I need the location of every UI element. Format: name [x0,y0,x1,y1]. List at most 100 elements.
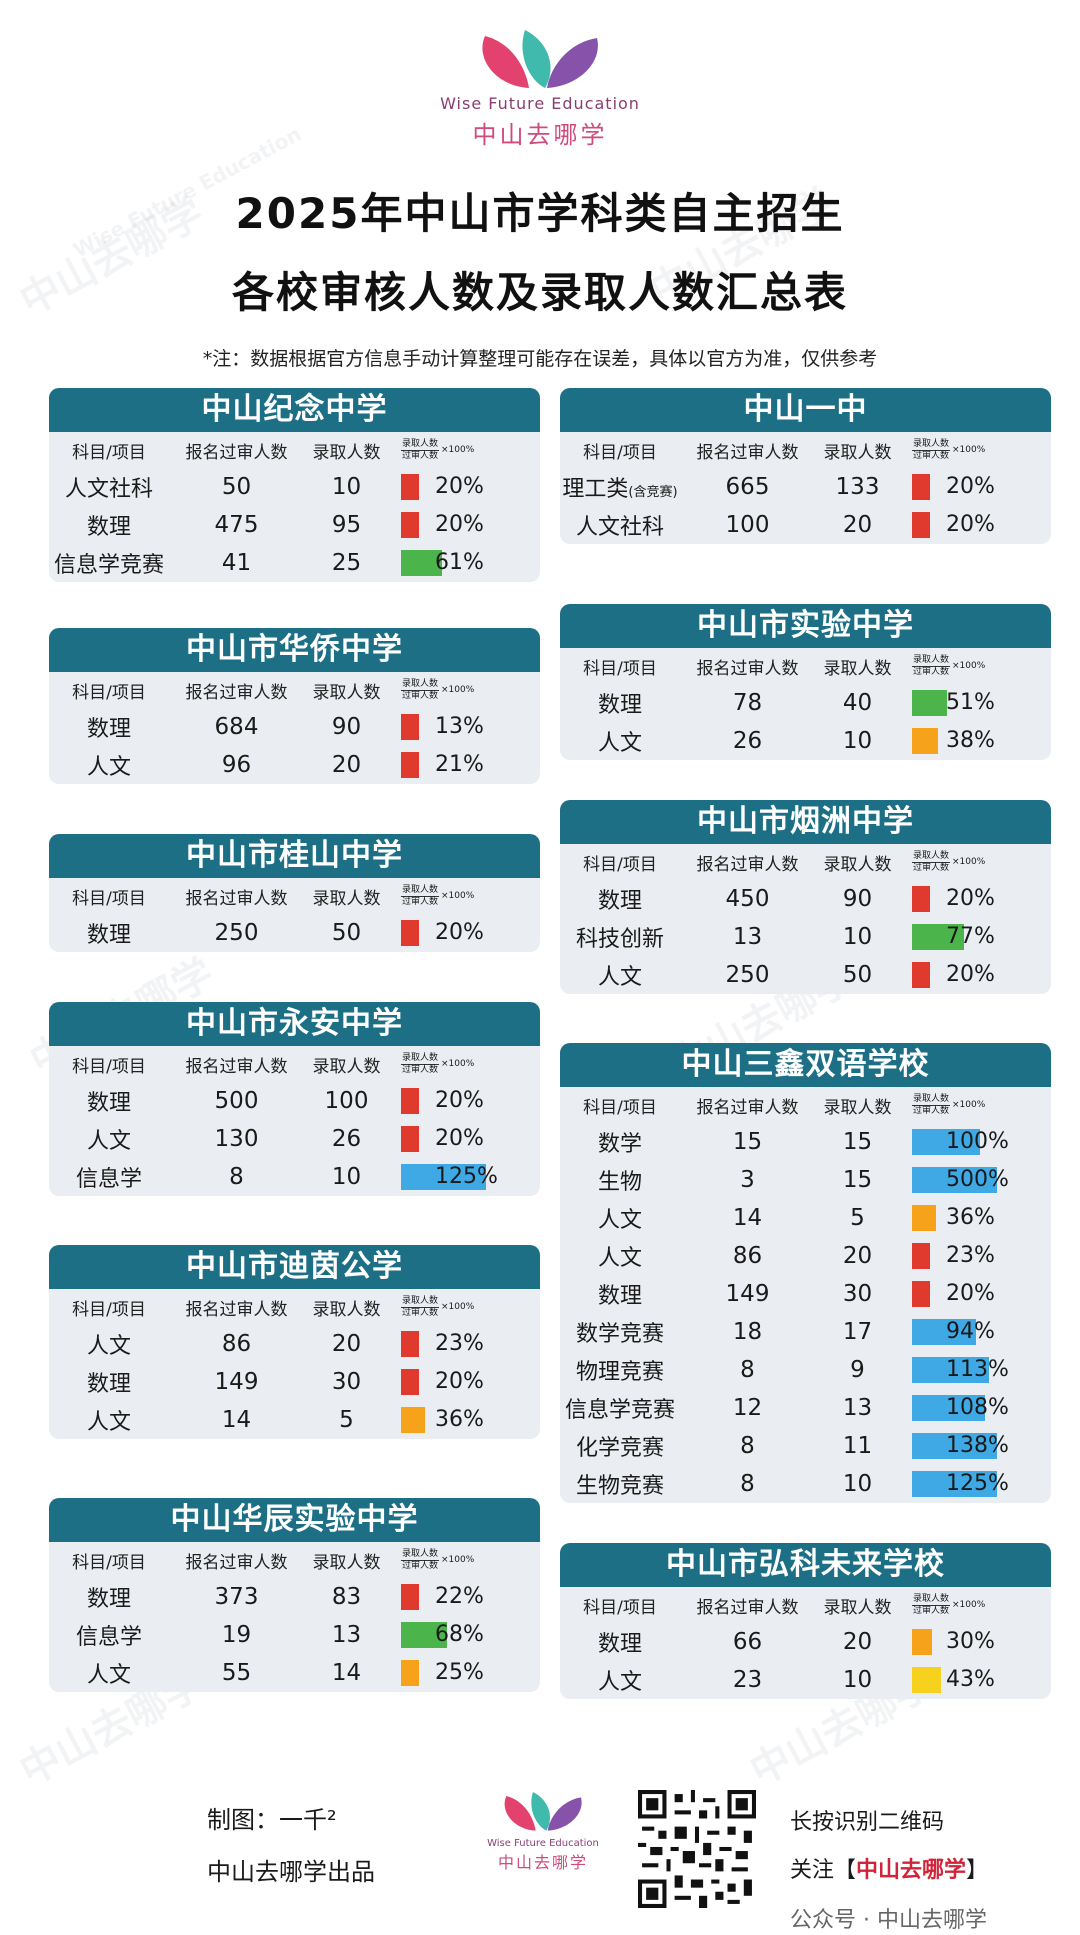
subject-cell: 人文社科 [49,471,169,503]
ratio-cell: 23% [900,1237,1051,1275]
admitted-cell: 10 [842,1667,873,1693]
subject-label: 数理 [86,923,131,948]
subject-label: 数理 [597,1284,642,1309]
ratio-value: 21% [435,752,484,777]
page-title-line2: 各校审核人数及录取人数汇总表 [231,268,848,317]
subject-cell: 物理竞赛 [560,1354,680,1386]
subject-cell: 数理 [560,883,680,915]
ratio-value: 77% [946,924,995,949]
formula-denominator: 过审人数 [913,450,950,461]
subject-label: 信息学 [75,1167,142,1192]
school-name: 中山市弘科未来学校 [560,1543,1051,1587]
admitted-cell: 50 [331,920,362,946]
subject-cell: 信息学竞赛 [49,547,169,579]
ratio-cell: 500% [900,1161,1051,1199]
admitted-cell: 20 [331,1331,362,1357]
ratio-bar [912,1395,985,1421]
header-subject: 科目/项目 [72,1299,146,1320]
ratio-cell: 125% [389,1158,540,1196]
ratio-bar [912,1243,930,1269]
ratio-value: 20% [946,886,995,911]
ratio-bar [912,1205,936,1231]
ratio-cell: 20% [389,506,540,544]
ratio-value: 22% [435,1584,484,1609]
subject-label: 人文社科 [575,515,664,540]
subject-cell: 数学 [560,1126,680,1158]
table-row: 人文社科 50 10 20% [49,468,540,506]
applicants-cell: 86 [221,1331,252,1357]
table-row: 数理 373 83 22% [49,1578,540,1616]
ratio-cell: 100% [900,1123,1051,1161]
scan-qr-text: 长按识别二维码 [790,1810,945,1835]
table-row: 数理 66 20 30% [560,1623,1051,1661]
ratio-cell: 138% [900,1427,1051,1465]
header-admitted: 录取人数 [312,682,381,703]
header-applicants: 报名过审人数 [185,888,288,909]
header-applicants: 报名过审人数 [185,1056,288,1077]
ratio-bar [912,1667,941,1693]
qr-code-icon[interactable] [638,1790,756,1908]
table-row: 物理竞赛 8 9 113% [560,1351,1051,1389]
ratio-bar [912,1129,980,1155]
applicants-cell: 665 [725,474,770,500]
ratio-value: 68% [435,1622,484,1647]
header-ratio: 录取人数 过审人数 ×100% [389,1289,540,1325]
ratio-cell: 36% [389,1401,540,1439]
ratio-cell: 21% [389,746,540,784]
ratio-cell: 20% [900,880,1051,918]
header-admitted: 录取人数 [823,658,892,679]
subject-cell: 人文 [49,1328,169,1360]
subject-cell: 人文 [49,1404,169,1436]
formula-numerator: 录取人数 [912,654,951,667]
table-header-row: 科目/项目 报名过审人数 录取人数 录取人数 过审人数 ×100% [49,878,540,914]
admitted-cell: 5 [850,1205,865,1231]
header-admitted: 录取人数 [823,854,892,875]
school-card: 中山三鑫双语学校 科目/项目 报名过审人数 录取人数 录取人数 过审人数 ×100% 数学 15… [560,1043,1051,1503]
formula-denominator: 过审人数 [913,862,950,873]
subject-cell: 人文 [49,749,169,781]
ratio-cell: 25% [389,1654,540,1692]
admitted-cell: 90 [842,886,873,912]
admitted-cell: 15 [842,1167,873,1193]
subject-label: 数理 [86,717,131,742]
applicants-cell: 475 [214,512,259,538]
school-card: 中山市弘科未来学校 科目/项目 报名过审人数 录取人数 录取人数 过审人数 ×100% 数理 6… [560,1543,1051,1699]
ratio-cell: 38% [900,722,1051,760]
ratio-value: 100% [946,1129,1009,1154]
footer: 制图：一千² 中山去哪学出品 Wise Future Education 中山去… [0,1790,1080,1935]
footer-logo-english: Wise Future Education [487,1838,599,1849]
table-row: 人文 55 14 25% [49,1654,540,1692]
subject-label: 数理 [86,515,131,540]
header-ratio: 录取人数 过审人数 ×100% [900,1087,1051,1123]
header-subject: 科目/项目 [583,1597,657,1618]
admitted-cell: 30 [331,1369,362,1395]
ratio-value: 61% [435,550,484,575]
ratio-cell: 20% [389,1082,540,1120]
header-subject: 科目/项目 [72,888,146,909]
ratio-cell: 20% [900,1275,1051,1313]
butterfly-logo-icon [482,30,598,88]
ratio-value: 23% [435,1331,484,1356]
applicants-cell: 373 [214,1584,259,1610]
applicants-cell: 250 [725,962,770,988]
ratio-bar [401,1088,419,1114]
ratio-bar [912,1471,997,1497]
ratio-cell: 36% [900,1199,1051,1237]
ratio-bar [401,1331,419,1357]
ratio-bar [401,1369,419,1395]
applicants-cell: 18 [732,1319,763,1345]
subject-label: 人文 [597,1208,642,1233]
page-title-line1: 2025年中山市学科类自主招生 [235,189,845,238]
formula-multiplier: ×100% [441,685,475,695]
ratio-cell: 30% [900,1623,1051,1661]
wechat-account: 公众号 · 中山去哪学 [790,1908,987,1933]
subject-label: 人文 [597,965,642,990]
subject-label: 理工类 [562,477,629,502]
formula-numerator: 录取人数 [912,1593,951,1606]
table-row: 数理 500 100 20% [49,1082,540,1120]
subject-label: 数理 [597,1632,642,1657]
ratio-value: 36% [946,1205,995,1230]
table-header-row: 科目/项目 报名过审人数 录取人数 录取人数 过审人数 ×100% [49,432,540,468]
follow-suffix: 】 [966,1858,989,1883]
header-ratio: 录取人数 过审人数 ×100% [389,672,540,708]
